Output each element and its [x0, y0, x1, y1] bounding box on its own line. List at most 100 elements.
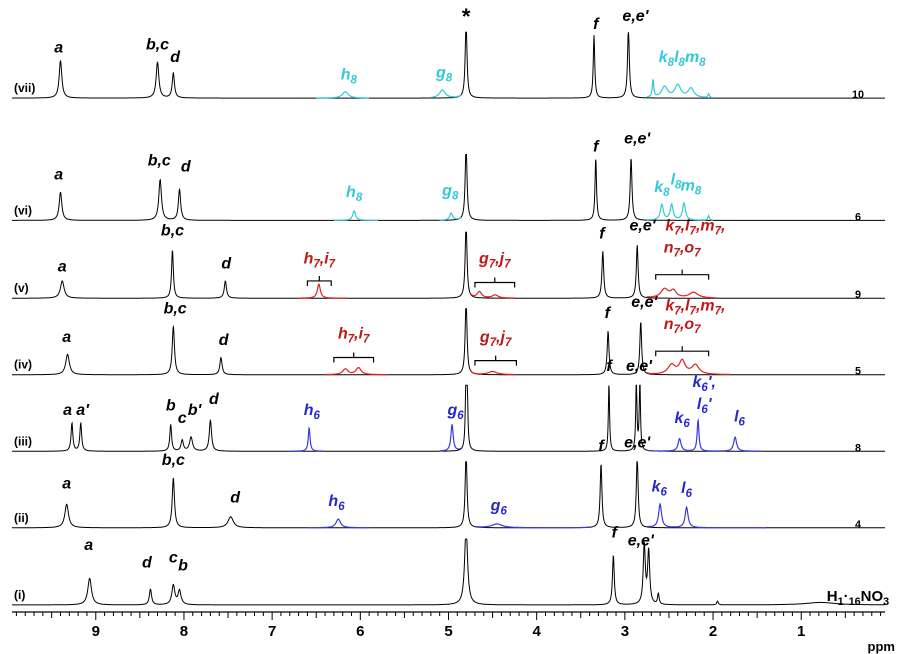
peak-label: b [178, 557, 188, 574]
peak-label: h8​ [346, 184, 363, 204]
peak-label: e,e' [622, 8, 649, 25]
peak-label: e,e' [626, 358, 653, 375]
peak-label: k8​ [654, 179, 670, 199]
spectrum-line [12, 31, 885, 99]
peak-label: c [169, 550, 178, 567]
highlighted-segment [646, 358, 731, 376]
peak-label: h6​ [304, 402, 321, 422]
bracket-label: h7​,i7​ [304, 251, 336, 271]
x-tick-label: 4 [533, 623, 542, 640]
peak-label: a [54, 40, 63, 57]
peak-label: g8​ [441, 182, 459, 202]
peak-label: e,e' [629, 218, 656, 235]
x-axis: 9 8 7 6 5 4 3 2 1 [12, 611, 885, 640]
highlighted-segment [430, 89, 462, 98]
peak-label: c [178, 410, 187, 427]
highlighted-segment [307, 518, 370, 529]
peak-label: d [142, 554, 153, 571]
ratio-label: 8​ [855, 442, 861, 454]
peak-label: d [219, 332, 230, 349]
ratio-label: H1​·16​NO3​ [827, 588, 889, 608]
highlighted-segment [289, 426, 325, 452]
spectrum-trace: (vii) 10​ a b,cd h8​ g8​ f e,e' k8​l8​m8​ * [12, 4, 885, 101]
ratio-label: 10​ [852, 89, 864, 101]
peak-bracket [655, 346, 710, 357]
peak-label: f [593, 16, 600, 33]
x-axis-label: ppm [868, 639, 895, 654]
peak-label: a [63, 402, 72, 419]
peak-label: l6​ [681, 480, 692, 500]
x-tick-label: 8 [180, 623, 188, 640]
peak-label: a [62, 476, 71, 493]
peak-label: m8​ [681, 178, 702, 198]
peak-label: d [181, 159, 192, 176]
bracket-label: n7​,o7​ [664, 316, 701, 336]
highlighted-segment [325, 367, 387, 376]
peak-label: k6​ [652, 479, 668, 499]
peak-bracket [306, 275, 332, 286]
bracket-label: g7​,j7​ [478, 251, 511, 271]
peak-label: a [54, 167, 63, 184]
peak-label: b [166, 397, 176, 414]
x-tick-label: 5 [444, 623, 452, 640]
spectrum-trace: (vi) 6​ a b,c d h8​ g8​ f e,e' k8​l8​m8​ [12, 130, 885, 223]
peak-label: f [599, 226, 606, 243]
highlighted-segment [470, 290, 515, 299]
trace-id-label: (v) [14, 281, 29, 295]
spectrum-trace: (iv) 5​ a b,c d f e,e' h7​,i7​ g7​,j7​ n7​,o7​k7​… [12, 294, 885, 378]
peak-label: l6​' [697, 396, 713, 416]
peak-label: g6​ [490, 498, 508, 518]
x-tick-label: 6 [356, 623, 364, 640]
trace-id-label: (i) [14, 588, 25, 602]
ratio-label: 6​ [855, 211, 861, 223]
spectrum-trace: (v) 9​ a b,c d f e,e' h7​,i7​ g7​,j7​ n7​,o7​k7​,… [12, 218, 885, 301]
x-tick-label: 2 [709, 623, 717, 640]
highlighted-segment [470, 369, 515, 376]
peak-label: d [221, 255, 232, 272]
peak-label: a [58, 259, 67, 276]
spectra-traces: (i)H1​·16​NO3​adcbfe,e'(ii)4​ab,cdh6​g6​… [12, 4, 889, 608]
peak-bracket [333, 352, 375, 363]
peak-label: e,e' [631, 294, 658, 311]
trace-id-label: (vi) [14, 203, 32, 217]
spectrum-line [12, 538, 885, 606]
peak-label: f [593, 138, 600, 155]
x-tick-label: 1 [797, 623, 805, 640]
trace-id-label: (ii) [14, 511, 29, 525]
peak-label: b,c [161, 222, 184, 239]
highlighted-segment [316, 91, 370, 99]
x-tick-label: 3 [621, 623, 629, 640]
peak-label: b' [188, 402, 203, 419]
highlighted-segment [439, 424, 462, 452]
peak-bracket [474, 277, 516, 288]
bracket-label: n7​,o7​ [664, 240, 701, 260]
highlighted-segment [333, 210, 378, 221]
bracket-label: k7​,l7​,m7​, [665, 218, 725, 238]
peak-label: e,e' [628, 532, 655, 549]
spectrum-line [12, 461, 885, 529]
x-tick-label: 7 [268, 623, 276, 640]
peak-label: f [606, 358, 613, 375]
peak-label: d [230, 490, 241, 507]
peak-label: k6​', [692, 374, 716, 394]
peak-label: b,c [162, 452, 185, 469]
peak-label: b,c [164, 301, 187, 318]
ratio-label: 9​ [855, 289, 861, 301]
peak-label: l8​ [671, 171, 682, 191]
peak-label: d [170, 49, 181, 66]
trace-id-label: (iv) [14, 358, 32, 372]
highlighted-segment [646, 78, 713, 99]
highlighted-segment [646, 201, 713, 221]
peak-label: f [612, 524, 619, 541]
peak-label: d [209, 391, 220, 408]
x-tick-label: 9 [92, 623, 100, 640]
spectrum-line [12, 384, 885, 452]
peak-label: h6​ [328, 493, 345, 513]
peak-label: f [598, 438, 605, 455]
peak-label: g8​ [435, 65, 453, 85]
bracket-label: g7​,j7​ [479, 329, 512, 349]
spectrum-trace: (ii) 4​ a b,c d h6​ g6​ f e,e' k6​ l6​ [12, 435, 885, 531]
peak-label: a [62, 329, 71, 346]
highlighted-segment [298, 283, 348, 299]
